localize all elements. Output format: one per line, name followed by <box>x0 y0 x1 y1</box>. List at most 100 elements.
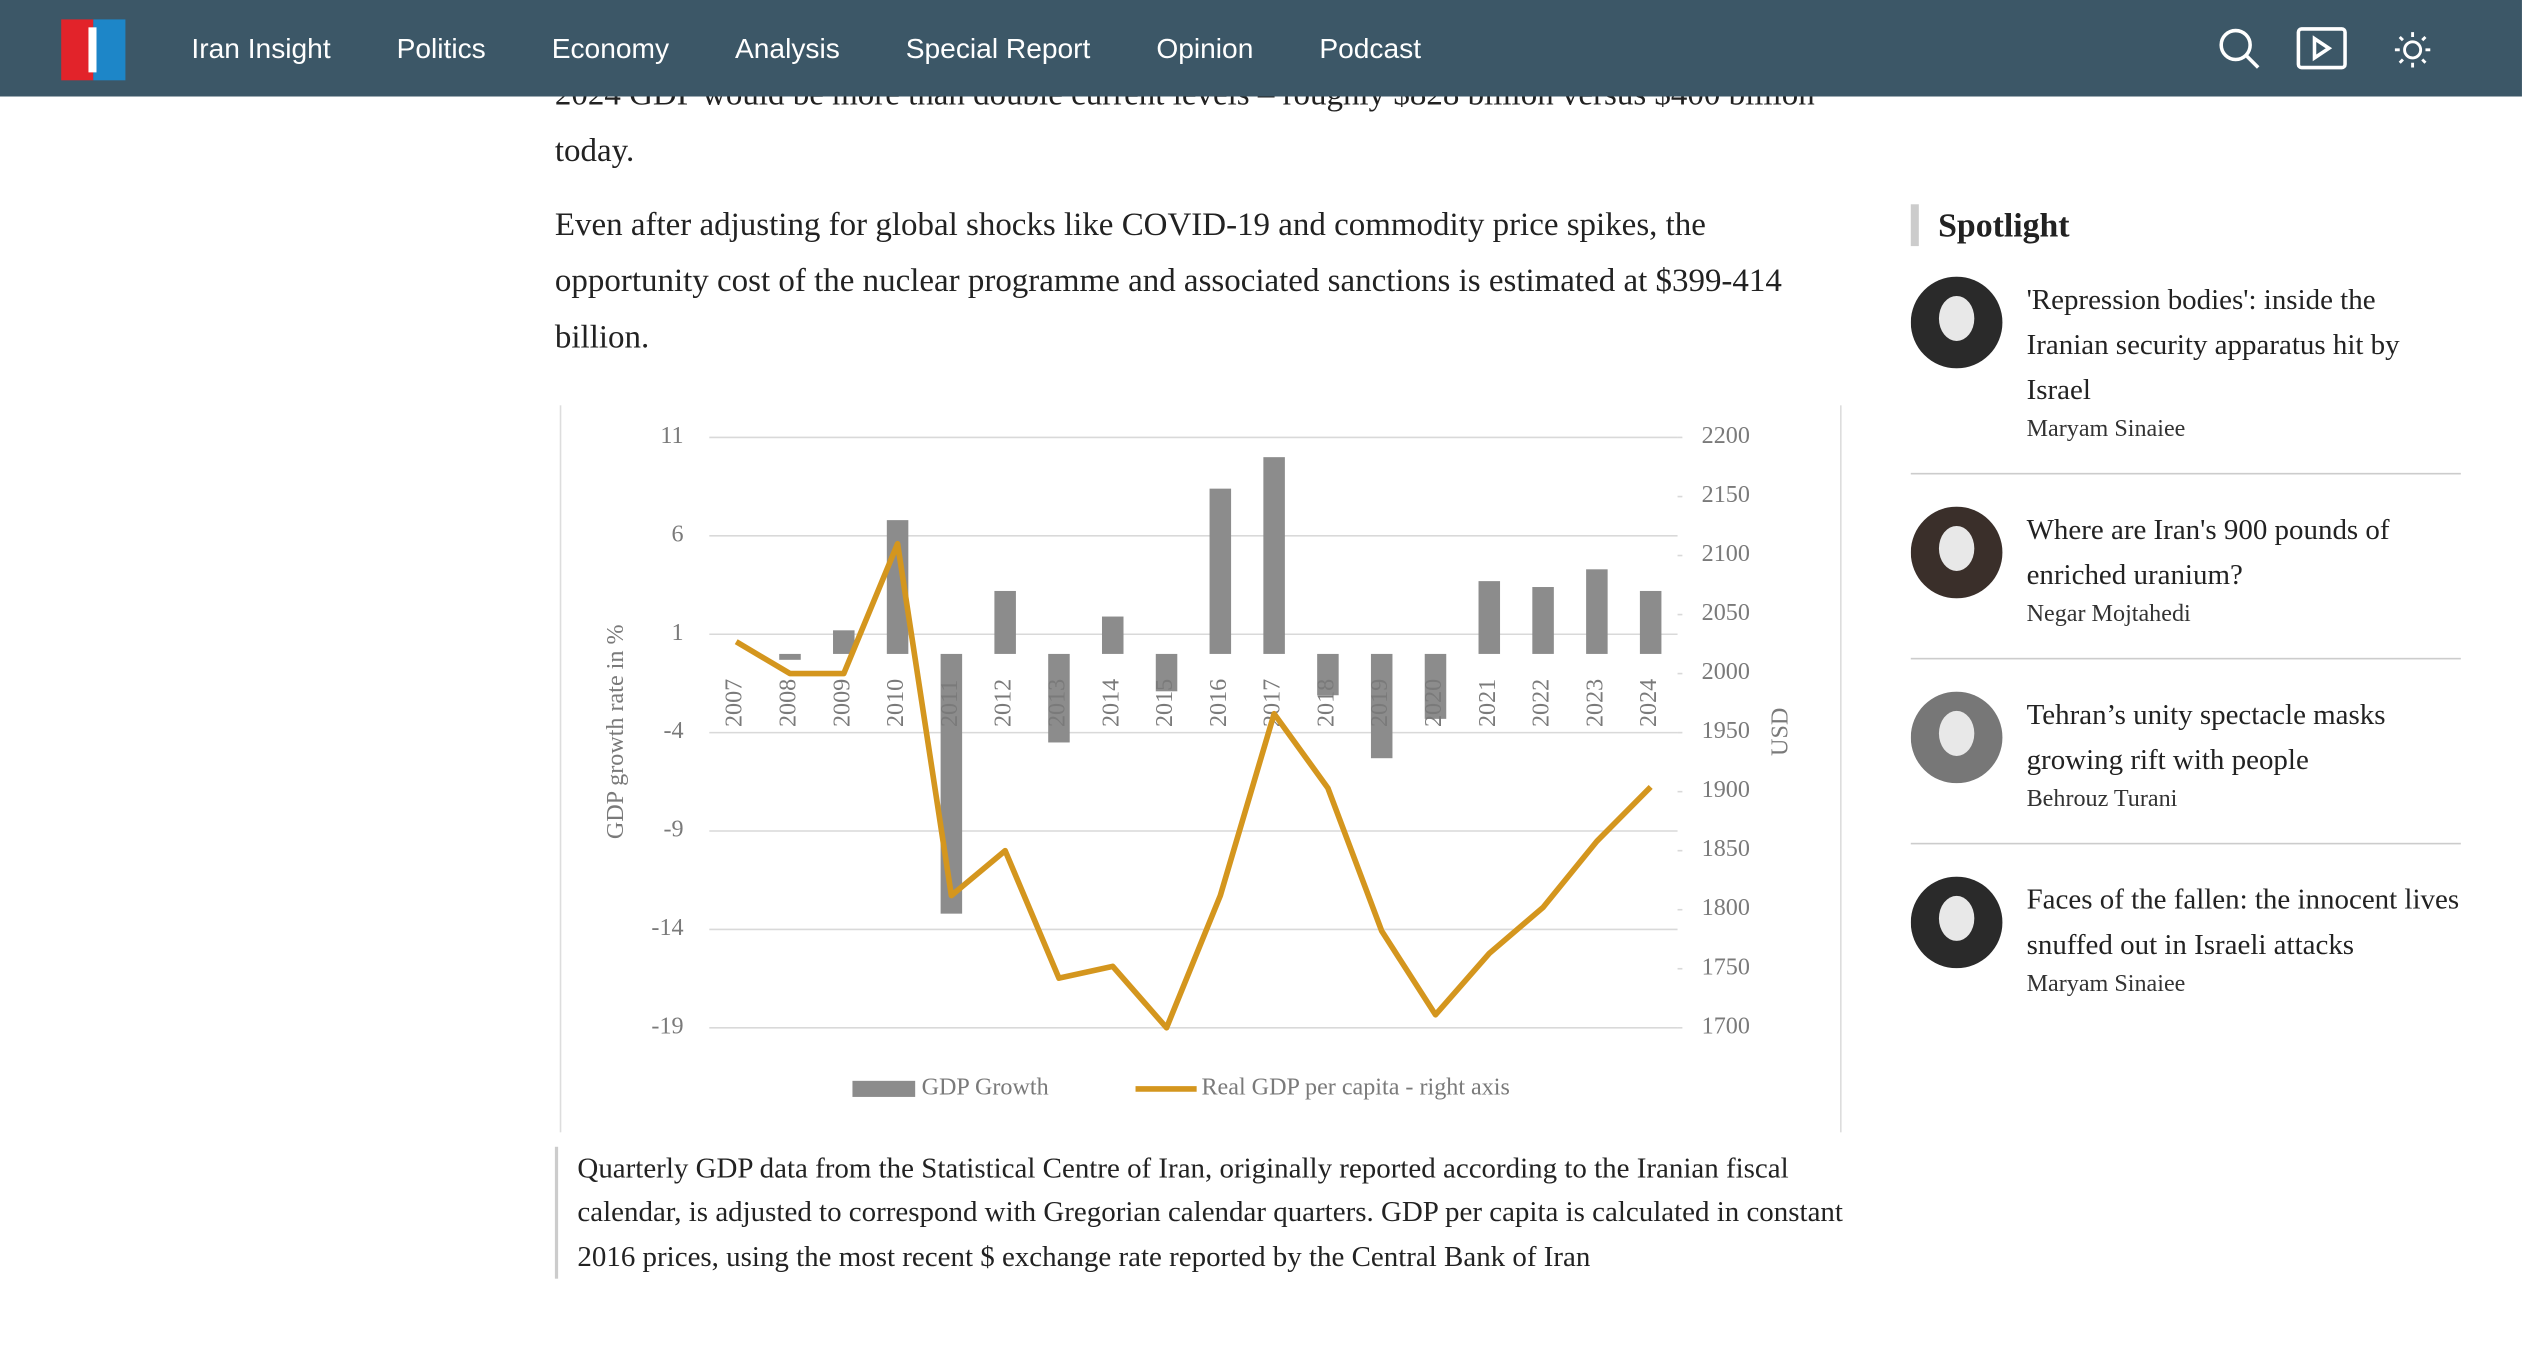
spotlight-text: Faces of the fallen: the innocent lives … <box>2027 877 2464 1001</box>
bar <box>1209 488 1232 654</box>
x-tick-label: 2015 <box>1152 679 1178 727</box>
legend-label: GDP Growth <box>922 1074 1049 1100</box>
y2-tick-label: 2000 <box>1702 659 1750 685</box>
x-tick-label: 2018 <box>1313 679 1339 727</box>
bar <box>1263 457 1285 654</box>
separator <box>1910 472 2461 475</box>
caption: Quarterly GDP data from the Statistical … <box>554 1146 1848 1279</box>
spotlight-text: Where are Iran's 900 pounds of enriched … <box>2027 507 2464 631</box>
figure: 11 6 1 -4 -9 -14 -19 2200 2150 2100 2050 2000 1950 19… <box>559 405 1842 1133</box>
spotlight-author: Maryam Sinaiee <box>2026 416 2186 443</box>
y2-tick-label: 1800 <box>1702 895 1750 921</box>
legend-label: Real GDP per capita - right axis <box>1201 1074 1509 1100</box>
spotlight-author: Behrouz Turani <box>2026 786 2178 813</box>
nav-link[interactable]: Opinion <box>1156 31 1254 64</box>
bar <box>1424 653 1447 719</box>
bar <box>779 653 801 660</box>
bar <box>994 590 1016 654</box>
y2-tick-label: 2050 <box>1702 600 1750 626</box>
x-tick-label: 2014 <box>1098 679 1124 727</box>
x-tick-label: 2019 <box>1367 679 1393 727</box>
y-tick-label: -19 <box>651 1013 683 1039</box>
spotlight-text: 'Repression bodies': inside the Iranian … <box>2027 277 2464 446</box>
nav-link[interactable]: Special Report <box>905 31 1091 64</box>
nav-link[interactable]: Economy <box>551 31 670 64</box>
separator <box>1910 842 2461 845</box>
avatar-face <box>1938 295 1975 341</box>
y-tick-label: -14 <box>651 915 683 941</box>
bar <box>833 630 855 654</box>
sidebar-title: Spotlight <box>1910 204 2070 247</box>
y2-tick-label: 2150 <box>1702 482 1750 508</box>
x-tick-label: 2009 <box>829 679 855 727</box>
x-tick-label: 2011 <box>937 680 963 727</box>
x-tick-label: 2023 <box>1582 679 1608 727</box>
video-icon[interactable] <box>2296 27 2347 70</box>
y2-tick-label: 1750 <box>1702 954 1750 980</box>
chart: 11 6 1 -4 -9 -14 -19 2200 2150 2100 2050 2000 1950 19… <box>603 423 1794 1100</box>
avatar <box>1910 276 2003 369</box>
avatar-face <box>1938 525 1975 571</box>
bar <box>1048 653 1070 743</box>
x-tick-label: 2010 <box>883 679 909 727</box>
nav-link[interactable]: Podcast <box>1319 31 1422 64</box>
bar <box>1370 653 1393 759</box>
spotlight-title: Tehran’s unity spectacle masks growing r… <box>2026 698 2386 776</box>
bar <box>1317 653 1339 696</box>
x-tick-label: 2020 <box>1421 679 1447 727</box>
x-tick-label: 2021 <box>1475 679 1501 727</box>
x-tick-label: 2013 <box>1044 679 1070 727</box>
separator <box>1910 657 2461 660</box>
y2-tick-label: 1850 <box>1702 836 1750 862</box>
avatar <box>1910 876 2003 969</box>
paragraph: Even after adjusting for global shocks l… <box>554 207 1782 356</box>
spotlight-title: Where are Iran's 900 pounds of enriched … <box>2026 513 2390 591</box>
spotlight-title: 'Repression bodies': inside the Iranian … <box>2026 283 2400 406</box>
y2-tick-label: 2200 <box>1702 423 1750 449</box>
nav-icons <box>2219 27 2431 70</box>
avatar <box>1910 506 2003 599</box>
line <box>734 540 1653 1031</box>
search-icon[interactable] <box>2219 28 2260 69</box>
bar <box>1155 653 1178 692</box>
theme-icon[interactable] <box>2394 32 2431 68</box>
avatar <box>1910 691 2003 784</box>
y-tick-label: 11 <box>660 423 683 449</box>
nav-items: Iran Insight Politics Economy Analysis S… <box>191 0 1421 97</box>
y2-tick-label: 2100 <box>1702 541 1750 567</box>
y-tick-label: -9 <box>663 817 683 843</box>
article: 2024 GDP would be more than double curre… <box>555 68 1842 385</box>
nav-link[interactable]: Iran Insight <box>191 31 331 64</box>
bar <box>1532 587 1554 654</box>
avatar-face <box>1938 710 1975 756</box>
x-tick-label: 2012 <box>991 679 1017 727</box>
spotlight-author: Maryam Sinaiee <box>2026 971 2186 998</box>
nav-bar: Iran Insight Politics Economy Analysis S… <box>0 0 2522 97</box>
y-tick-label: 6 <box>672 521 684 547</box>
x-tick-label: 2024 <box>1636 679 1662 727</box>
y2-axis-title: USD <box>1768 708 1794 756</box>
avatar-face <box>1938 895 1975 941</box>
x-tick-label: 2022 <box>1529 679 1555 727</box>
y-tick-label: 1 <box>672 620 684 646</box>
spotlight-author: Negar Mojtahedi <box>2026 601 2191 628</box>
logo[interactable] <box>61 19 126 81</box>
bar <box>1586 569 1608 654</box>
bar <box>1478 581 1501 654</box>
nav-link[interactable]: Analysis <box>734 31 840 64</box>
x-tick-label: 2007 <box>722 679 748 727</box>
spotlight-title: Faces of the fallen: the innocent lives … <box>2026 883 2460 961</box>
y-tick-label: -4 <box>663 718 683 744</box>
y-axis-title: GDP growth rate in % <box>603 624 629 839</box>
bar <box>1639 590 1662 654</box>
y2-tick-label: 1700 <box>1702 1013 1750 1039</box>
y2-tick-label: 1950 <box>1702 718 1750 744</box>
bar <box>1101 616 1124 654</box>
y2-tick-label: 1900 <box>1702 777 1750 803</box>
spotlight-text: Tehran’s unity spectacle masks growing r… <box>2027 692 2464 816</box>
nav-link[interactable]: Politics <box>396 31 486 64</box>
x-tick-label: 2008 <box>776 679 802 727</box>
legend-swatch <box>852 1080 916 1097</box>
